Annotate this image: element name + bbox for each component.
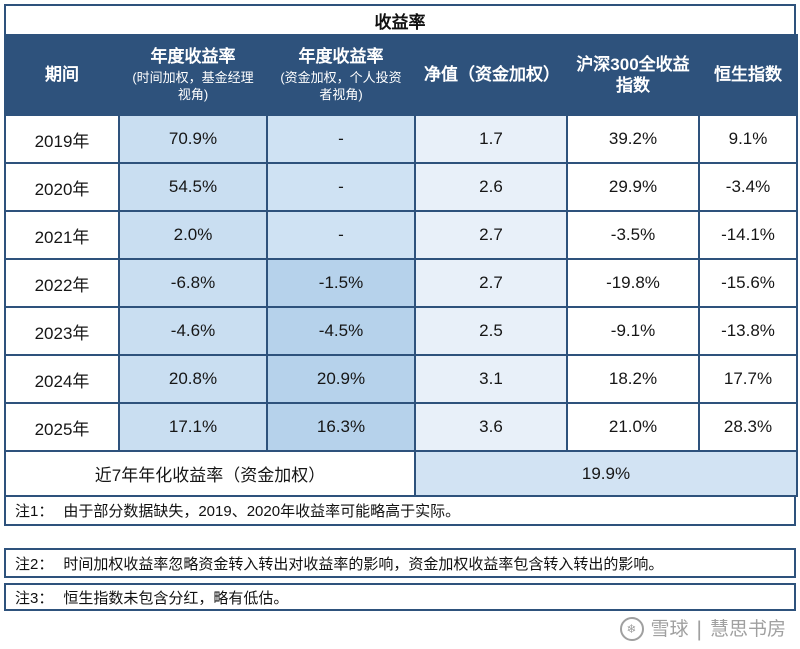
table-row: 2020年 54.5% -2.6 29.9% -3.4% (4, 162, 798, 212)
period-cell: 2025年 (4, 402, 120, 452)
col-header-label: 年度收益率 (150, 46, 236, 66)
hsi-cell: -3.4% (698, 162, 798, 212)
table-row: 2022年 -6.8% -1.5% 2.7 -19.8% -15.6% (4, 258, 798, 308)
mw-return-cell: - (266, 210, 416, 260)
note-tag: 注1： (15, 503, 54, 520)
summary-label: 近7年年化收益率（资金加权） (4, 450, 416, 497)
hsi-cell: -15.6% (698, 258, 798, 308)
col-header-csi300-index: 沪深300全收益指数 (566, 34, 700, 116)
nav-cell: 2.7 (414, 258, 568, 308)
col-header-sublabel: (时间加权，基金经理视角) (132, 70, 254, 103)
tw-return-cell: 54.5% (118, 162, 268, 212)
csi300-cell: 21.0% (566, 402, 700, 452)
mw-return-cell: - (266, 114, 416, 164)
note-tag: 注3： (15, 589, 54, 607)
mw-return-cell: 16.3% (266, 402, 416, 452)
col-header-hang-seng-index: 恒生指数 (698, 34, 798, 116)
watermark-divider: | (696, 617, 702, 641)
col-header-period: 期间 (4, 34, 120, 116)
period-cell: 2022年 (4, 258, 120, 308)
nav-cell: 3.1 (414, 354, 568, 404)
summary-value: 19.9% (414, 450, 798, 497)
nav-cell: 1.7 (414, 114, 568, 164)
col-header-label: 年度收益率 (298, 46, 384, 66)
col-header-label: 净值（资金加权） (424, 65, 560, 85)
tw-return-cell: -6.8% (118, 258, 268, 308)
hsi-cell: 17.7% (698, 354, 798, 404)
watermark: ❄ 雪球 | 慧思书房 (619, 617, 786, 641)
table-row: 2019年 70.9% -1.7 39.2% 9.1% (4, 114, 798, 164)
header-row: 期间 年度收益率 (时间加权，基金经理视角) 年度收益率 (资金加权，个人投资者… (4, 34, 798, 116)
period-cell: 2021年 (4, 210, 120, 260)
table-row: 2025年 17.1% 16.3% 3.6 21.0% 28.3% (4, 402, 798, 452)
note-tag: 注2： (15, 555, 54, 573)
tw-return-cell: -4.6% (118, 306, 268, 356)
note-1: 注1： 由于部分数据缺失，2019、2020年收益率可能略高于实际。 (4, 495, 796, 526)
note-text: 时间加权收益率忽略资金转入转出对收益率的影响，资金加权收益率包含转入转出的影响。 (63, 555, 664, 573)
note-2: 注2： 时间加权收益率忽略资金转入转出对收益率的影响，资金加权收益率包含转入转出… (4, 548, 796, 578)
watermark-brand: 雪球 (650, 618, 689, 640)
hsi-cell: 28.3% (698, 402, 798, 452)
nav-cell: 2.5 (414, 306, 568, 356)
table-title: 收益率 (4, 4, 796, 36)
mw-return-cell: -1.5% (266, 258, 416, 308)
csi300-cell: -3.5% (566, 210, 700, 260)
note-3: 注3： 恒生指数未包含分红，略有低估。 (4, 583, 796, 611)
col-header-time-weighted-return: 年度收益率 (时间加权，基金经理视角) (118, 34, 268, 116)
col-header-label: 期间 (45, 65, 79, 85)
hsi-cell: -14.1% (698, 210, 798, 260)
tw-return-cell: 2.0% (118, 210, 268, 260)
period-cell: 2019年 (4, 114, 120, 164)
snowflake-glyph: ❄ (626, 622, 637, 636)
hsi-cell: -13.8% (698, 306, 798, 356)
mw-return-cell: -4.5% (266, 306, 416, 356)
table-panel: 收益率 期间 年度收益率 (时间加权，基金经理视角) 年度收 (4, 4, 798, 611)
summary-row: 近7年年化收益率（资金加权） 19.9% (4, 450, 798, 497)
hsi-cell: 9.1% (698, 114, 798, 164)
nav-cell: 2.6 (414, 162, 568, 212)
tw-return-cell: 17.1% (118, 402, 268, 452)
tw-return-cell: 70.9% (118, 114, 268, 164)
mw-return-cell: - (266, 162, 416, 212)
nav-cell: 2.7 (414, 210, 568, 260)
col-header-label: 沪深300全收益指数 (576, 54, 690, 95)
table-body: 2019年 70.9% -1.7 39.2% 9.1% 2020年 54.5% -2.6 29.… (4, 114, 798, 452)
csi300-cell: 39.2% (566, 114, 700, 164)
csi300-cell: 29.9% (566, 162, 700, 212)
mw-return-cell: 20.9% (266, 354, 416, 404)
col-header-money-weighted-return: 年度收益率 (资金加权，个人投资者视角) (266, 34, 416, 116)
table-row: 2021年 2.0% -2.7 -3.5% -14.1% (4, 210, 798, 260)
note-text: 恒生指数未包含分红，略有低估。 (63, 589, 289, 607)
table-row: 2024年 20.8% 20.9% 3.1 18.2% 17.7% (4, 354, 798, 404)
nav-cell: 3.6 (414, 402, 568, 452)
period-cell: 2020年 (4, 162, 120, 212)
col-header-label: 恒生指数 (714, 65, 782, 85)
note-text: 由于部分数据缺失，2019、2020年收益率可能略高于实际。 (63, 503, 461, 520)
watermark-name: 慧思书房 (709, 618, 786, 640)
period-cell: 2024年 (4, 354, 120, 404)
csi300-cell: 18.2% (566, 354, 700, 404)
csi300-cell: -19.8% (566, 258, 700, 308)
col-header-sublabel: (资金加权，个人投资者视角) (280, 70, 402, 103)
tw-return-cell: 20.8% (118, 354, 268, 404)
col-header-nav: 净值（资金加权） (414, 34, 568, 116)
csi300-cell: -9.1% (566, 306, 700, 356)
table-row: 2023年 -4.6% -4.5% 2.5 -9.1% -13.8% (4, 306, 798, 356)
returns-table: 期间 年度收益率 (时间加权，基金经理视角) 年度收益率 (资金加权，个人投资者… (4, 34, 798, 497)
xueqiu-logo-icon: ❄ (619, 617, 644, 641)
period-cell: 2023年 (4, 306, 120, 356)
